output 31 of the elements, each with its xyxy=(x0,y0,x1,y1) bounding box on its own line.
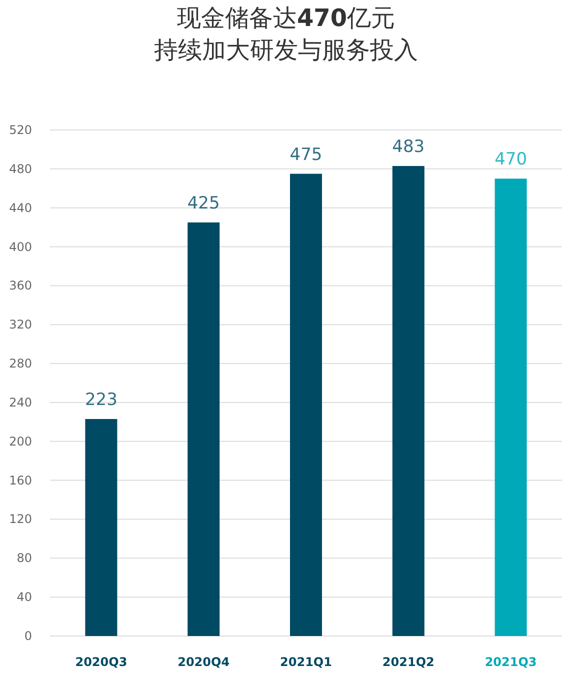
y-tick-label: 120 xyxy=(9,512,32,526)
y-tick-label: 0 xyxy=(24,629,32,643)
bar xyxy=(392,166,424,636)
x-tick-label: 2021Q2 xyxy=(382,655,434,669)
y-tick-label: 320 xyxy=(9,318,32,332)
chart-title: 现金储备达470亿元 xyxy=(176,4,396,32)
y-tick-label: 400 xyxy=(9,240,32,254)
y-tick-label: 280 xyxy=(9,356,32,371)
y-tick-label: 520 xyxy=(9,123,32,137)
chart-subtitle: 持续加大研发与服务投入 xyxy=(154,36,418,64)
y-tick-label: 240 xyxy=(9,395,32,410)
data-label: 483 xyxy=(392,137,425,158)
data-label: 425 xyxy=(187,193,220,214)
bar xyxy=(494,178,527,636)
y-tick-label: 360 xyxy=(9,278,32,293)
bar xyxy=(85,419,118,636)
bar xyxy=(188,222,220,636)
data-label: 470 xyxy=(494,150,528,170)
y-tick-label: 200 xyxy=(9,434,32,448)
y-tick-label: 40 xyxy=(16,590,32,604)
x-tick-label: 2020Q4 xyxy=(178,655,230,669)
y-tick-label: 80 xyxy=(16,551,32,566)
y-tick-label: 480 xyxy=(9,162,32,176)
y-tick-label: 160 xyxy=(9,473,32,488)
y-tick-label: 440 xyxy=(9,200,32,215)
data-label: 223 xyxy=(84,390,118,410)
data-label: 475 xyxy=(290,144,322,165)
bar xyxy=(290,174,322,636)
x-tick-label: 2021Q3 xyxy=(484,655,537,669)
x-tick-label: 2020Q3 xyxy=(75,655,128,669)
x-tick-label: 2021Q1 xyxy=(280,655,332,669)
